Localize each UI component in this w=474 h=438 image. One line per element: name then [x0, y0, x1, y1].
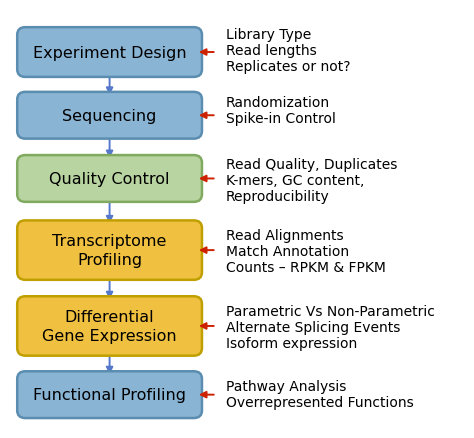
Text: Alternate Splicing Events: Alternate Splicing Events: [226, 320, 400, 334]
FancyBboxPatch shape: [17, 28, 202, 78]
Text: Replicates or not?: Replicates or not?: [226, 60, 350, 74]
Text: Parametric Vs Non-Parametric: Parametric Vs Non-Parametric: [226, 304, 435, 318]
Text: Transcriptome
Profiling: Transcriptome Profiling: [53, 234, 167, 267]
Text: Spike-in Control: Spike-in Control: [226, 112, 336, 126]
Text: Sequencing: Sequencing: [63, 109, 157, 124]
Text: Read Quality, Duplicates: Read Quality, Duplicates: [226, 158, 397, 172]
FancyBboxPatch shape: [17, 371, 202, 418]
Text: Read lengths: Read lengths: [226, 44, 316, 58]
FancyBboxPatch shape: [17, 156, 202, 202]
Text: Isoform expression: Isoform expression: [226, 336, 357, 350]
Text: Functional Profiling: Functional Profiling: [33, 387, 186, 402]
Text: Randomization: Randomization: [226, 96, 330, 110]
Text: K-mers, GC content,: K-mers, GC content,: [226, 174, 364, 188]
Text: Library Type: Library Type: [226, 28, 311, 42]
Text: Differential
Gene Expression: Differential Gene Expression: [42, 310, 177, 343]
Text: Match Annotation: Match Annotation: [226, 244, 349, 258]
Text: Counts – RPKM & FPKM: Counts – RPKM & FPKM: [226, 260, 385, 274]
Text: Reproducibility: Reproducibility: [226, 190, 329, 204]
Text: Experiment Design: Experiment Design: [33, 46, 186, 60]
FancyBboxPatch shape: [17, 93, 202, 139]
Text: Overrepresented Functions: Overrepresented Functions: [226, 395, 413, 409]
Text: Pathway Analysis: Pathway Analysis: [226, 379, 346, 393]
FancyBboxPatch shape: [17, 297, 202, 356]
Text: Read Alignments: Read Alignments: [226, 228, 343, 242]
FancyBboxPatch shape: [17, 221, 202, 280]
Text: Quality Control: Quality Control: [49, 172, 170, 187]
